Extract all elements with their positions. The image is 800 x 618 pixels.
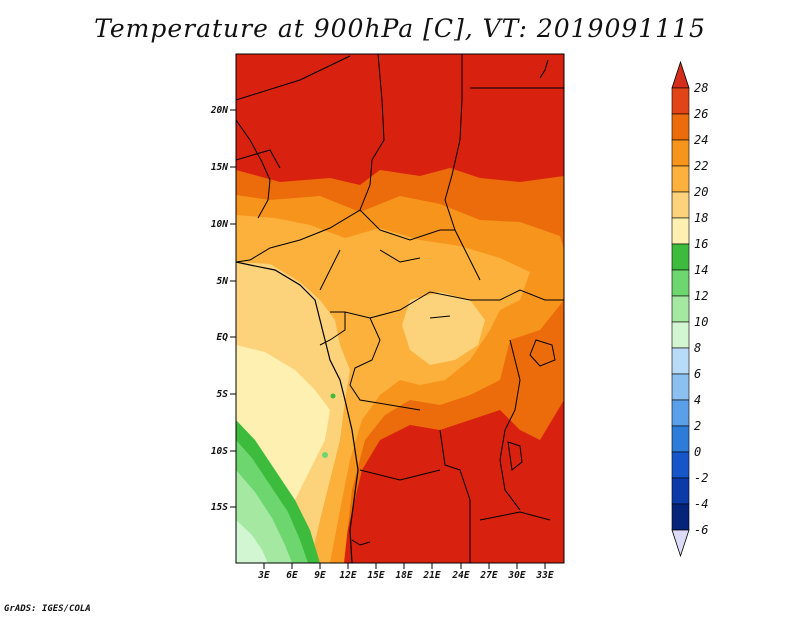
- colorbar-segment: [671, 503, 690, 531]
- colorbar-segment: [671, 113, 690, 141]
- lon-label: 30E: [507, 570, 525, 581]
- colorbar-segment: [671, 139, 690, 167]
- lon-label: 33E: [535, 570, 553, 581]
- colorbar-bottom-arrow: [671, 529, 690, 558]
- colorbar-label: 16: [694, 237, 708, 251]
- lat-label: 10N: [211, 219, 228, 230]
- lat-label: 20N: [210, 105, 228, 116]
- lon-tick: 18E: [395, 563, 413, 581]
- lat-tick: 10S: [211, 446, 236, 457]
- lon-label: 18E: [395, 570, 412, 581]
- colorbar-label: 10: [694, 315, 708, 329]
- colorbar-segment: [671, 87, 690, 115]
- colorbar-label: -2: [694, 471, 708, 485]
- lat-tick: 15N: [211, 162, 236, 173]
- colorbar-label: 12: [694, 289, 708, 303]
- colorbar-label: -4: [694, 497, 708, 511]
- lat-axis: 20N 15N 10N 5N EQ 5S 10S 15S: [210, 105, 236, 513]
- lon-label: 21E: [422, 570, 440, 581]
- colorbar-label: 26: [694, 107, 708, 121]
- colorbar-segment: [671, 477, 690, 505]
- lon-label: 24E: [451, 570, 469, 581]
- lon-tick: 24E: [451, 563, 470, 581]
- colorbar-label: 2: [694, 419, 701, 433]
- lon-tick: 12E: [339, 563, 357, 581]
- colorbar-segment: [671, 217, 690, 245]
- colorbar-segment: [671, 295, 690, 323]
- lon-tick: 33E: [535, 563, 554, 581]
- colorbar-label: 28: [694, 81, 708, 95]
- lon-label: 9E: [314, 570, 326, 581]
- chart-title: Temperature at 900hPa [C], VT: 201909111…: [94, 14, 706, 43]
- lon-tick: 3E: [257, 563, 270, 581]
- colorbar-segment: [671, 243, 690, 271]
- colorbar-segment: [671, 399, 690, 427]
- temperature-field: [236, 54, 564, 563]
- colorbar-label: -6: [694, 523, 708, 537]
- colorbar-segment: [671, 269, 690, 297]
- lon-tick: 30E: [507, 563, 526, 581]
- lat-tick: 10N: [211, 219, 236, 230]
- lon-tick: 15E: [367, 563, 385, 581]
- credit-text: GrADS: IGES/COLA: [4, 604, 91, 614]
- lat-tick: 5N: [217, 276, 236, 287]
- lon-tick: 9E: [314, 563, 326, 581]
- lon-tick: 27E: [479, 563, 498, 581]
- lat-tick: 5S: [217, 389, 236, 400]
- colorbar: 28 26 24 22 20 18 16 14 12 10 8 6 4 2 0 …: [671, 60, 708, 558]
- lat-label: 15S: [211, 502, 228, 513]
- colorbar-segment: [671, 191, 690, 219]
- lon-label: 12E: [339, 570, 356, 581]
- lon-axis: 3E 6E 9E 12E 15E 18E 21E 24E 27E 30E 33E: [257, 563, 554, 581]
- colorbar-label: 20: [694, 185, 708, 199]
- lat-tick: EQ: [217, 332, 236, 343]
- lat-label: 5N: [217, 276, 229, 287]
- colorbar-segment: [671, 165, 690, 193]
- colorbar-label: 24: [694, 133, 708, 147]
- lat-label: 15N: [211, 162, 228, 173]
- colorbar-label: 8: [694, 341, 701, 355]
- colorbar-label: 14: [694, 263, 708, 277]
- lon-label: 6E: [286, 570, 298, 581]
- colorbar-top-arrow: [671, 60, 690, 89]
- colorbar-label: 0: [694, 445, 701, 459]
- colorbar-label: 22: [694, 159, 708, 173]
- lon-label: 15E: [367, 570, 384, 581]
- lat-tick: 20N: [210, 105, 236, 116]
- colorbar-segment: [671, 425, 690, 453]
- lon-tick: 21E: [422, 563, 441, 581]
- lon-tick: 6E: [286, 563, 298, 581]
- colorbar-label: 18: [694, 211, 708, 225]
- colorbar-segment: [671, 347, 690, 375]
- lon-label: 3E: [257, 570, 270, 581]
- colorbar-segment: [671, 373, 690, 401]
- lat-label: 5S: [217, 389, 229, 400]
- lat-label: EQ: [217, 332, 229, 343]
- map-frame: [235, 53, 565, 564]
- lon-label: 27E: [479, 570, 497, 581]
- lat-tick: 15S: [211, 502, 236, 513]
- colorbar-label: 4: [694, 393, 701, 407]
- colorbar-segment: [671, 321, 690, 349]
- lat-label: 10S: [211, 446, 228, 457]
- colorbar-segment: [671, 451, 690, 479]
- colorbar-label: 6: [694, 367, 701, 381]
